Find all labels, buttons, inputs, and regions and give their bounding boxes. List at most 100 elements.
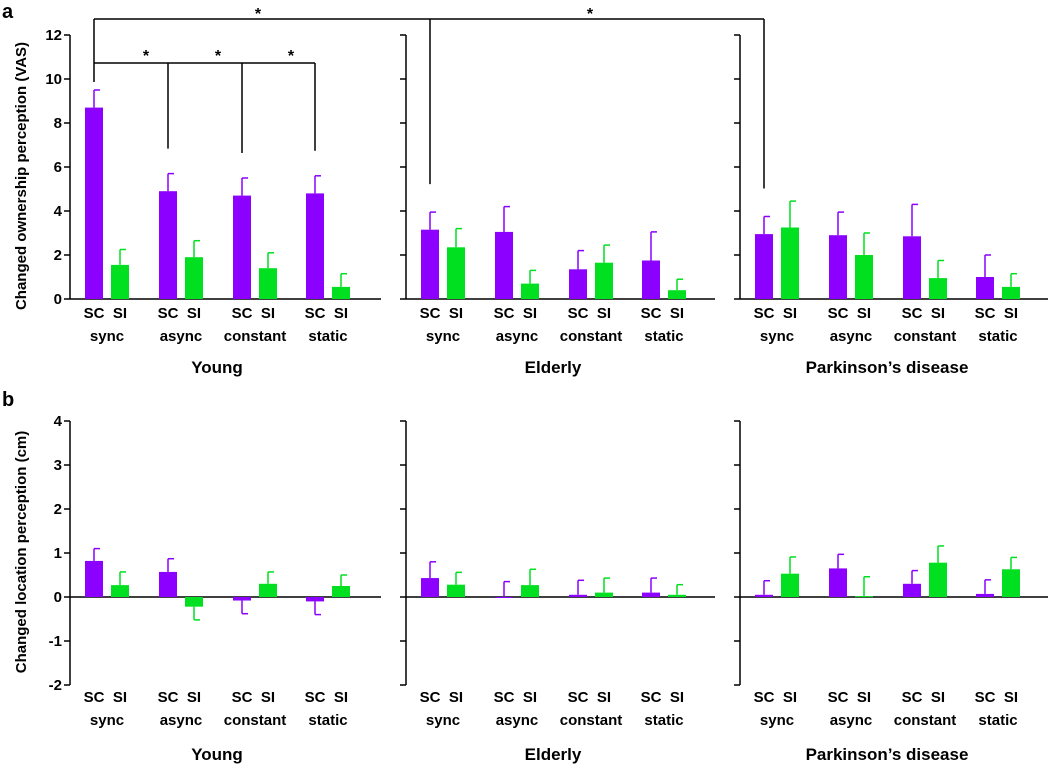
bar-label-si: SI <box>670 689 684 706</box>
condition-label-sync: sync <box>426 712 460 729</box>
y-tick-label: 4 <box>54 203 63 220</box>
bar-label-si: SI <box>334 689 348 706</box>
bar-si-static <box>332 586 350 597</box>
group-label: Elderly <box>525 745 582 764</box>
bar-label-si: SI <box>670 305 684 322</box>
bar-si-sync <box>447 247 465 299</box>
bar-si-async <box>855 255 873 299</box>
bar-label-sc: SC <box>232 689 253 706</box>
bar-si-sync <box>111 585 129 597</box>
bar-sc-async <box>829 235 847 299</box>
bar-si-sync <box>447 584 465 597</box>
bar-si-async <box>185 257 203 299</box>
bar-label-sc: SC <box>975 305 996 322</box>
bar-label-si: SI <box>857 305 871 322</box>
y-tick-label: 8 <box>54 115 62 132</box>
panel-letter-b: b <box>2 389 14 411</box>
bar-label-si: SI <box>113 305 127 322</box>
condition-label-sync: sync <box>760 328 794 345</box>
bar-label-sc: SC <box>902 689 923 706</box>
condition-label-async: async <box>830 712 873 729</box>
bar-label-si: SI <box>261 689 275 706</box>
bar-sc-static <box>306 597 324 602</box>
bar-label-si: SI <box>1004 689 1018 706</box>
bar-label-sc: SC <box>232 305 253 322</box>
bar-sc-sync <box>421 229 439 299</box>
bar-label-sc: SC <box>828 689 849 706</box>
bar-label-si: SI <box>113 689 127 706</box>
bar-si-async <box>521 283 539 299</box>
bar-label-si: SI <box>449 689 463 706</box>
bar-sc-static <box>642 592 660 597</box>
y-axis-label-b: Changed location perception (cm) <box>13 431 30 674</box>
bar-label-sc: SC <box>84 305 105 322</box>
condition-label-static: static <box>978 328 1017 345</box>
bar-label-si: SI <box>449 305 463 322</box>
y-tick-label: 2 <box>54 247 62 264</box>
bar-sc-sync <box>421 578 439 597</box>
bar-si-constant <box>595 262 613 299</box>
bar-sc-async <box>829 568 847 597</box>
bar-sc-sync <box>755 594 773 597</box>
bar-sc-static <box>976 593 994 597</box>
significance-star: * <box>215 48 222 65</box>
condition-label-constant: constant <box>224 328 287 345</box>
bar-label-sc: SC <box>641 689 662 706</box>
bar-label-sc: SC <box>420 305 441 322</box>
bar-sc-sync <box>755 234 773 299</box>
bar-si-static <box>1002 569 1020 597</box>
y-tick-label: 4 <box>54 413 63 430</box>
bar-si-static <box>332 286 350 299</box>
bar-label-sc: SC <box>84 689 105 706</box>
bar-si-async <box>521 585 539 597</box>
bar-label-si: SI <box>334 305 348 322</box>
bar-sc-constant <box>233 597 251 601</box>
bar-si-static <box>668 290 686 299</box>
y-tick-label: 3 <box>54 457 62 474</box>
condition-label-constant: constant <box>894 328 957 345</box>
bar-sc-async <box>495 231 513 299</box>
bar-sc-static <box>976 277 994 299</box>
condition-label-sync: sync <box>760 712 794 729</box>
bar-si-constant <box>595 592 613 597</box>
condition-label-static: static <box>308 712 347 729</box>
bar-label-si: SI <box>783 305 797 322</box>
bar-si-static <box>668 594 686 597</box>
bar-label-sc: SC <box>754 305 775 322</box>
y-tick-label: -1 <box>49 633 62 650</box>
bar-sc-static <box>642 260 660 299</box>
bar-sc-async <box>495 597 513 598</box>
bar-label-si: SI <box>1004 305 1018 322</box>
bar-sc-static <box>306 193 324 299</box>
significance-star: * <box>255 6 262 23</box>
group-label: Young <box>191 745 243 764</box>
bar-label-sc: SC <box>494 689 515 706</box>
bar-label-sc: SC <box>641 305 662 322</box>
bar-si-constant <box>929 278 947 299</box>
group-label: Parkinson’s disease <box>806 358 969 377</box>
y-tick-label: 10 <box>45 71 62 88</box>
y-tick-label: 1 <box>54 545 62 562</box>
condition-label-sync: sync <box>90 328 124 345</box>
y-axis-label-a: Changed ownership perception (VAS) <box>13 42 30 310</box>
y-tick-label: 0 <box>54 589 62 606</box>
condition-label-sync: sync <box>90 712 124 729</box>
bar-si-static <box>1002 286 1020 299</box>
bar-label-si: SI <box>597 305 611 322</box>
y-tick-label: 2 <box>54 501 62 518</box>
panel-letter-a: a <box>2 1 14 23</box>
y-tick-label: 0 <box>54 291 62 308</box>
bar-si-sync <box>781 573 799 597</box>
y-tick-label: 12 <box>45 27 62 44</box>
bar-label-si: SI <box>783 689 797 706</box>
bar-label-sc: SC <box>494 305 515 322</box>
significance-star: * <box>288 48 295 65</box>
bar-sc-sync <box>85 560 103 597</box>
bar-label-si: SI <box>523 689 537 706</box>
group-label: Elderly <box>525 358 582 377</box>
bar-si-sync <box>781 227 799 299</box>
bar-sc-async <box>159 571 177 597</box>
bar-si-constant <box>259 583 277 597</box>
bar-label-sc: SC <box>754 689 775 706</box>
